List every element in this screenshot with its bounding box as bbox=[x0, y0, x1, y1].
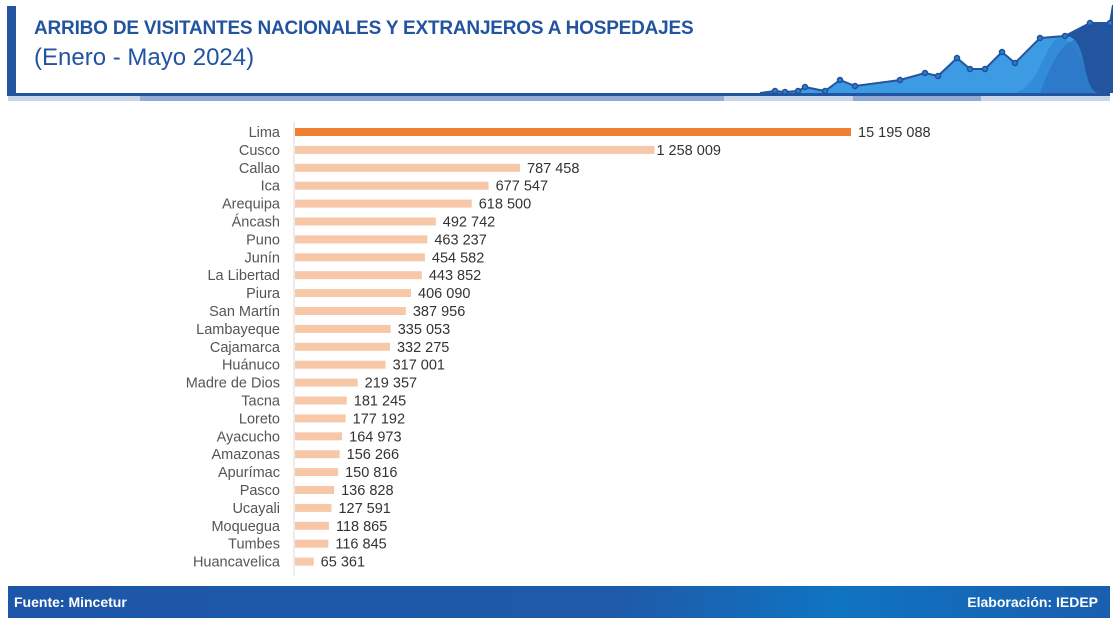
bar-lima bbox=[295, 128, 851, 136]
category-label: La Libertad bbox=[207, 268, 280, 284]
bar-san-martín bbox=[295, 307, 406, 315]
category-label: Cusco bbox=[239, 143, 280, 159]
category-label: San Martín bbox=[209, 304, 280, 320]
bar-huancavelica bbox=[295, 557, 314, 566]
bar-pasco bbox=[295, 486, 335, 494]
bar-áncash bbox=[295, 217, 436, 226]
bar-cusco bbox=[295, 145, 655, 154]
value-label: 1 258 009 bbox=[656, 143, 721, 159]
bar-ayacucho bbox=[295, 432, 343, 441]
chart-title: ARRIBO DE VISITANTES NACIONALES Y EXTRAN… bbox=[34, 18, 694, 39]
value-label: 677 547 bbox=[496, 179, 548, 195]
decorative-trend-graphic bbox=[760, 4, 1113, 96]
bar-ucayali bbox=[295, 503, 332, 512]
header-strip-4 bbox=[853, 96, 981, 101]
value-label: 164 973 bbox=[349, 429, 401, 445]
category-label: Moquegua bbox=[211, 519, 280, 535]
value-label: 406 090 bbox=[418, 286, 470, 302]
category-label: Ica bbox=[261, 179, 281, 195]
footer: Fuente: Mincetur Elaboración: IEDEP bbox=[8, 586, 1110, 618]
bar-huánuco bbox=[295, 360, 386, 369]
category-label: Ayacucho bbox=[217, 429, 280, 445]
category-label: Piura bbox=[246, 286, 281, 302]
value-label: 454 582 bbox=[432, 250, 484, 266]
bar-lambayeque bbox=[295, 324, 391, 333]
value-label: 150 816 bbox=[345, 465, 397, 481]
value-label: 181 245 bbox=[354, 394, 406, 410]
value-label: 116 845 bbox=[335, 537, 386, 553]
bar-tacna bbox=[295, 396, 347, 405]
value-label: 65 361 bbox=[321, 555, 365, 571]
category-label: Huancavelica bbox=[193, 555, 281, 571]
bar-junín bbox=[295, 253, 425, 262]
bar-callao bbox=[295, 163, 520, 172]
trend-area bbox=[760, 5, 1113, 93]
bar-ica bbox=[295, 181, 489, 190]
header-divider bbox=[8, 93, 1110, 96]
value-label: 15 195 088 bbox=[858, 125, 931, 141]
category-label: Puno bbox=[246, 232, 280, 248]
bar-tumbes bbox=[295, 539, 329, 548]
bar-apurímac bbox=[295, 468, 339, 477]
bar-puno bbox=[295, 235, 428, 244]
bar-piura bbox=[295, 289, 412, 298]
value-label: 492 742 bbox=[443, 215, 495, 231]
value-label: 177 192 bbox=[353, 411, 405, 427]
header-strip-5 bbox=[981, 96, 1110, 101]
header-strip-3 bbox=[724, 96, 853, 101]
bar-cajamarca bbox=[295, 342, 390, 351]
value-label: 127 591 bbox=[338, 501, 390, 517]
bar-amazonas bbox=[295, 450, 340, 459]
category-label: Lima bbox=[249, 125, 281, 141]
header: ARRIBO DE VISITANTES NACIONALES Y EXTRAN… bbox=[0, 0, 1113, 104]
category-label: Loreto bbox=[239, 411, 280, 427]
value-label: 332 275 bbox=[397, 340, 449, 356]
value-label: 387 956 bbox=[413, 304, 465, 320]
category-label: Tacna bbox=[241, 394, 281, 410]
category-label: Madre de Dios bbox=[186, 376, 280, 392]
bar-madre-de-dios bbox=[295, 378, 358, 387]
value-label: 219 357 bbox=[365, 376, 417, 392]
value-label: 787 458 bbox=[527, 161, 579, 177]
value-label: 463 237 bbox=[434, 232, 486, 248]
category-label: Amazonas bbox=[211, 447, 280, 463]
header-strip-1 bbox=[8, 96, 140, 101]
category-label: Pasco bbox=[240, 483, 280, 499]
bar-la-libertad bbox=[295, 271, 422, 280]
value-label: 136 828 bbox=[341, 483, 393, 499]
category-label: Arequipa bbox=[222, 197, 281, 213]
category-label: Ucayali bbox=[232, 501, 280, 517]
source-label: Fuente: Mincetur bbox=[14, 594, 127, 610]
credit-label: Elaboración: IEDEP bbox=[967, 594, 1098, 610]
value-label: 618 500 bbox=[479, 197, 531, 213]
value-label: 443 852 bbox=[429, 268, 481, 284]
category-label: Callao bbox=[239, 161, 280, 177]
bar-arequipa bbox=[295, 199, 472, 208]
category-label: Tumbes bbox=[228, 537, 280, 553]
category-label: Áncash bbox=[232, 214, 280, 231]
value-label: 335 053 bbox=[398, 322, 450, 338]
bar-chart: Lima 15 195 088 Cusco 1 258 009 Callao 787 45… bbox=[186, 122, 931, 576]
category-label: Huánuco bbox=[222, 358, 280, 374]
category-label: Cajamarca bbox=[210, 340, 281, 356]
category-label: Junín bbox=[245, 250, 280, 266]
trend-dark-area bbox=[1065, 5, 1113, 93]
value-label: 317 001 bbox=[393, 358, 445, 374]
category-label: Lambayeque bbox=[196, 322, 280, 338]
bar-moquegua bbox=[295, 521, 329, 530]
header-strip-2 bbox=[140, 96, 724, 101]
header-accent-bar bbox=[7, 6, 16, 96]
category-label: Apurímac bbox=[218, 465, 280, 481]
chart-subtitle: (Enero - Mayo 2024) bbox=[34, 44, 255, 71]
value-label: 118 865 bbox=[336, 519, 387, 535]
value-label: 156 266 bbox=[347, 447, 399, 463]
bar-loreto bbox=[295, 414, 346, 423]
